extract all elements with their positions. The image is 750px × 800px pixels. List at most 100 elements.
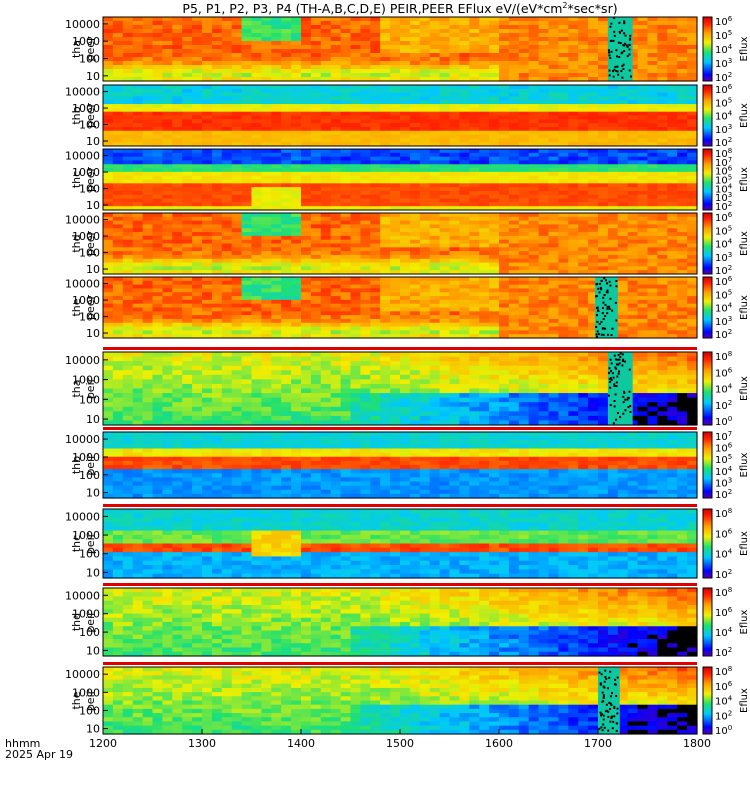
- colorbar-label-the-peir: Eflux: [739, 688, 750, 713]
- y-tick-label-thd-peer-0: 10000: [65, 214, 100, 227]
- y-tick-label-thd-peer-2: 100: [79, 247, 100, 260]
- panel-label-the-peir: the: [70, 691, 83, 709]
- colorbar-thd-peir: 108 106 104 102 Eflux: [702, 586, 750, 659]
- colorbar-tick-thc-peer-1: 107: [715, 156, 732, 169]
- panel-thc-peir: 10000 1000 100 10 thc peir 108 106 104 102 Eflux: [65, 504, 750, 581]
- y-tick-label-thd-peer-3: 10: [86, 263, 100, 276]
- colorbar-tick-tha-peir-4: 100: [715, 415, 732, 428]
- y-tick-label-the-peer-3: 10: [86, 327, 100, 340]
- panel-frame-thd-peer: [102, 212, 698, 275]
- colorbar-tick-thd-peir-0: 108: [715, 586, 732, 599]
- colorbar-tick-thb-peir-5: 102: [715, 488, 732, 501]
- colorbar-tha-peir: 108 106 104 102 100 Eflux: [702, 350, 750, 428]
- colorbar-tick-thb-peer-1: 105: [715, 96, 732, 109]
- x-axis-label-hhmm: hhmm: [5, 737, 40, 750]
- y-tick-label-the-peir-3: 10: [86, 723, 100, 736]
- colorbar-tick-the-peer-1: 105: [715, 288, 732, 301]
- panel-label-the-peer: the: [70, 298, 83, 316]
- spectrogram-raster-the-peir: [103, 667, 698, 735]
- colorbar-tick-tha-peer-3: 103: [715, 57, 732, 70]
- panel-species-thd-peir: peir: [84, 611, 97, 633]
- panel-frame-the-peer: [102, 276, 698, 339]
- y-tick-label-thd-peir-2: 100: [79, 626, 100, 639]
- panel-label-tha-peir: tha: [70, 379, 83, 397]
- y-tick-label-thd-peir-1: 1000: [72, 608, 100, 621]
- colorbar-tick-tha-peir-0: 108: [715, 350, 732, 363]
- colorbar-tick-thc-peer-4: 104: [715, 182, 733, 195]
- colorbar-label-tha-peer: Eflux: [739, 36, 750, 61]
- colorbar-tick-the-peer-4: 102: [715, 328, 732, 341]
- y-tick-label-the-peir-1: 1000: [72, 686, 100, 699]
- colorbar-tick-tha-peer-0: 106: [715, 15, 733, 28]
- colorbar-tick-thc-peer-6: 102: [715, 200, 732, 213]
- y-tick-label-tha-peir-0: 10000: [65, 354, 100, 367]
- colorbar-tick-the-peir-4: 100: [715, 724, 732, 737]
- y-tick-label-thc-peir-2: 100: [79, 548, 100, 561]
- y-tick-label-tha-peir-2: 100: [79, 393, 100, 406]
- colorbar-label-thd-peir: Eflux: [739, 609, 750, 634]
- panel-frame-tha-peer: [102, 16, 698, 82]
- colorbar-tick-tha-peer-2: 104: [715, 43, 733, 56]
- panel-species-tha-peir: peir: [84, 377, 97, 399]
- y-tick-label-tha-peer-0: 10000: [65, 18, 100, 31]
- x-axis: 1200 1300 1400 1500 1600 1700 1800: [89, 729, 711, 750]
- y-tick-label-thb-peer-1: 1000: [72, 102, 100, 115]
- colorbar-tick-thd-peer-2: 104: [715, 238, 733, 251]
- colorbar-tick-thc-peir-0: 108: [715, 507, 732, 520]
- panel-label-thd-peer: thd: [70, 234, 83, 252]
- y-tick-label-tha-peer-3: 10: [86, 70, 100, 83]
- colorbar-label-thb-peer: Eflux: [739, 103, 750, 128]
- y-tick-label-the-peir-0: 10000: [65, 668, 100, 681]
- panel-frame-thc-peer: [102, 148, 698, 211]
- spectrogram-raster-thd-peir: [103, 588, 698, 657]
- panel-frame-thb-peir: [102, 431, 698, 499]
- colorbar-tick-tha-peer-4: 102: [715, 71, 732, 84]
- panel-species-the-peer: peer: [84, 295, 97, 321]
- y-tick-label-thd-peer-1: 1000: [72, 230, 100, 243]
- colorbar-tick-thc-peir-3: 102: [715, 568, 732, 581]
- colorbar-tick-tha-peir-3: 102: [715, 399, 732, 412]
- spectrogram-raster-thd-peer: [103, 213, 698, 275]
- y-tick-label-thc-peer-0: 10000: [65, 150, 100, 163]
- status-bar-thd-peir: [103, 583, 697, 586]
- colorbar-tick-thb-peer-2: 104: [715, 110, 733, 123]
- colorbar-tick-thd-peer-0: 106: [715, 211, 733, 224]
- panel-label-thb-peer: thb: [70, 106, 83, 124]
- panel-species-thc-peer: peer: [84, 167, 97, 193]
- y-tick-label-thc-peir-3: 10: [86, 566, 100, 579]
- spectrogram-raster-tha-peir: [103, 352, 698, 426]
- y-tick-label-thc-peer-1: 1000: [72, 166, 100, 179]
- x-tick-label-1: 1300: [188, 737, 216, 750]
- colorbar-tick-thc-peer-0: 108: [715, 147, 732, 160]
- x-tick-label-4: 1600: [485, 737, 513, 750]
- colorbar-tick-thc-peer-2: 106: [715, 165, 733, 178]
- spectrogram-raster-thb-peer: [103, 85, 698, 147]
- colorbar-tick-thb-peer-3: 103: [715, 123, 732, 136]
- y-tick-label-thc-peir-1: 1000: [72, 529, 100, 542]
- colorbar-label-thd-peer: Eflux: [739, 231, 750, 256]
- x-tick-label-3: 1500: [386, 737, 414, 750]
- panel-label-thb-peir: thb: [70, 456, 83, 474]
- colorbar-tick-the-peir-1: 106: [715, 680, 733, 693]
- colorbar-tick-thd-peir-3: 102: [715, 646, 732, 659]
- colorbar-tick-tha-peir-2: 104: [715, 383, 733, 396]
- y-tick-label-thc-peir-0: 10000: [65, 510, 100, 523]
- x-axis-label-date: 2025 Apr 19: [5, 748, 73, 761]
- colorbar-label-thc-peir: Eflux: [739, 531, 750, 556]
- y-tick-label-the-peer-2: 100: [79, 311, 100, 324]
- colorbar-tick-thb-peir-1: 106: [715, 442, 733, 455]
- colorbar-tick-the-peer-2: 104: [715, 302, 733, 315]
- panel-frame-tha-peir: [102, 351, 698, 426]
- status-bar-thb-peir: [103, 427, 697, 430]
- x-tick-label-6: 1800: [683, 737, 711, 750]
- colorbar-tick-thd-peer-4: 102: [715, 264, 732, 277]
- x-tick-label-2: 1400: [287, 737, 315, 750]
